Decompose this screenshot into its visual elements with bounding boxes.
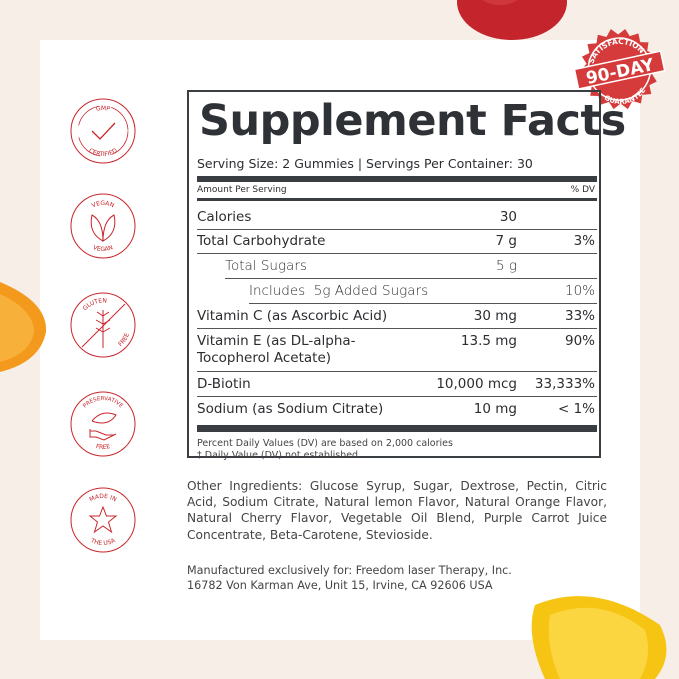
svg-text:MADE IN: MADE IN <box>88 493 117 503</box>
facts-row: D-Biotin 10,000 mcg 33,333% <box>197 372 597 397</box>
svg-text:GMP: GMP <box>95 105 111 113</box>
gmp-certified-icon: GMP CERTIFIED <box>70 98 136 164</box>
svg-text:CERTIFIED: CERTIFIED <box>87 147 118 158</box>
preservative-free-icon: PRESERVATIVE FREE <box>70 391 136 457</box>
divider <box>197 425 597 432</box>
svg-text:PRESERVATIVE: PRESERVATIVE <box>82 396 124 410</box>
divider <box>197 176 597 182</box>
supplement-facts-panel: Supplement Facts Serving Size: 2 Gummies… <box>187 90 626 461</box>
facts-row: Calories 30 <box>197 205 597 230</box>
gluten-free-icon: GLUTEN FREE <box>70 292 136 358</box>
other-ingredients: Other Ingredients: Glucose Syrup, Sugar,… <box>187 479 607 542</box>
facts-row: Includes 5g Added Sugars 10% <box>249 279 597 304</box>
amount-header: Amount Per Serving <box>197 185 287 195</box>
made-in-usa-icon: MADE IN THE USA <box>70 487 136 553</box>
svg-text:FREE: FREE <box>95 443 111 451</box>
product-card <box>40 40 640 640</box>
manufacturer-line: Manufactured exclusively for: Freedom la… <box>187 564 512 577</box>
lemon-slice-gummy <box>531 596 667 679</box>
facts-row: Total Carbohydrate 7 g 3% <box>197 229 597 254</box>
vegan-icon: VEGAN VEGAN <box>70 193 136 259</box>
svg-text:VEGAN: VEGAN <box>91 200 115 209</box>
svg-text:FREE: FREE <box>117 332 131 348</box>
manufacturer-info: Manufactured exclusively for: Freedom la… <box>187 563 512 593</box>
satisfaction-guarantee-badge: SATISFACTION 90-DAY GUARANTEE <box>573 28 666 110</box>
manufacturer-address: 16782 Von Karman Ave, Unit 15, Irvine, C… <box>187 579 493 592</box>
raspberry-gummy <box>457 0 567 40</box>
footnote-dv: Percent Daily Values (DV) are based on 2… <box>197 438 453 449</box>
svg-text:VEGAN: VEGAN <box>92 244 114 253</box>
facts-title: Supplement Facts <box>199 96 626 146</box>
facts-row: Sodium (as Sodium Citrate) 10 mg < 1% <box>197 401 595 417</box>
divider <box>197 198 597 201</box>
facts-row: Total Sugars 5 g <box>225 254 597 279</box>
footnote-dagger: † Daily Value (DV) not established <box>197 450 359 461</box>
serving-info: Serving Size: 2 Gummies | Servings Per C… <box>197 156 533 171</box>
facts-row: Vitamin C (as Ascorbic Acid) 30 mg 33% <box>197 304 597 329</box>
dv-header: % DV <box>570 185 595 195</box>
svg-text:GLUTEN: GLUTEN <box>82 297 108 312</box>
orange-slice-gummy <box>0 282 47 372</box>
facts-row: Vitamin E (as DL-alpha- Tocopherol Acetat… <box>197 329 597 372</box>
svg-text:THE USA: THE USA <box>89 537 118 547</box>
